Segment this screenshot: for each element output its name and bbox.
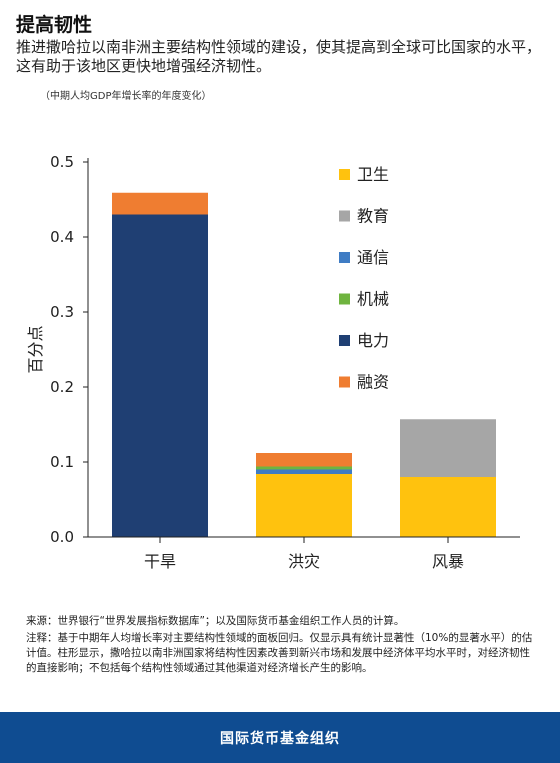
legend-swatch bbox=[339, 376, 350, 388]
bar-segment bbox=[256, 474, 352, 537]
legend-label: 教育 bbox=[357, 207, 389, 226]
org-name: 国际货币基金组织 bbox=[220, 730, 340, 747]
legend-label: 机械 bbox=[357, 290, 389, 309]
y-axis: 0.0 0.1 0.2 0.3 0.4 0.5 bbox=[50, 153, 89, 546]
y-tick-label: 0.0 bbox=[50, 528, 74, 546]
x-tick-label: 风暴 bbox=[432, 552, 464, 571]
bar-segment bbox=[256, 453, 352, 467]
x-tick-label: 洪灾 bbox=[288, 552, 320, 571]
x-axis: 干旱 洪灾 风暴 bbox=[88, 536, 520, 571]
bar-segment bbox=[112, 192, 208, 215]
legend-label: 卫生 bbox=[357, 165, 389, 184]
bar-segment bbox=[400, 419, 496, 477]
y-axis-label: 百分点 bbox=[26, 325, 45, 373]
footer-bar: 国际货币基金组织 bbox=[0, 712, 560, 763]
bar-segment bbox=[256, 469, 352, 474]
x-tick-label: 干旱 bbox=[144, 552, 176, 571]
legend-label: 通信 bbox=[357, 248, 389, 267]
legend-swatch bbox=[339, 252, 350, 263]
y-tick-label: 0.1 bbox=[50, 453, 74, 471]
bar-segment bbox=[112, 214, 208, 537]
bars-group bbox=[112, 192, 496, 537]
y-tick-label: 0.3 bbox=[50, 303, 74, 321]
y-tick-label: 0.5 bbox=[50, 153, 74, 171]
legend-swatch bbox=[339, 210, 350, 222]
chart-subtitle: 推进撒哈拉以南非洲主要结构性领域的建设，使其提高到全球可比国家的水平，这有助于该… bbox=[16, 38, 542, 75]
legend-swatch bbox=[339, 335, 350, 346]
legend-swatch bbox=[339, 293, 350, 305]
source-note: 来源：世界银行“世界发展指标数据库”；以及国际货币基金组织工作人员的计算。 bbox=[26, 615, 405, 627]
chart-title: 提高韧性 bbox=[16, 14, 93, 36]
legend-swatch bbox=[339, 169, 350, 180]
notes-text: 注释：基于中期年人均增长率对主要结构性领域的面板回归。仅显示具有统计显著性（10… bbox=[26, 632, 533, 674]
bar-segment bbox=[256, 466, 352, 470]
bar-segment bbox=[400, 477, 496, 537]
y-tick-label: 0.4 bbox=[50, 228, 74, 246]
chart-unit-note: （中期人均GDP年增长率的年度变化） bbox=[40, 91, 212, 102]
legend-label: 电力 bbox=[357, 331, 389, 350]
y-tick-label: 0.2 bbox=[50, 378, 74, 396]
legend-label: 融资 bbox=[357, 373, 389, 392]
